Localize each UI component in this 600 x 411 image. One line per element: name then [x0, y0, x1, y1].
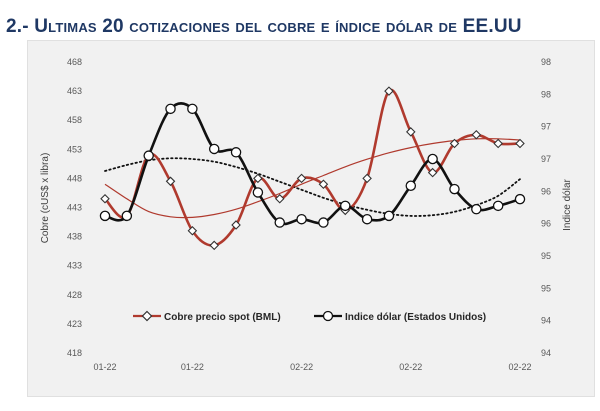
right-tick-label: 98	[541, 89, 551, 99]
right-tick-label: 95	[541, 283, 551, 293]
right-axis-title: Indice dólar	[562, 178, 573, 230]
dollar-point	[383, 210, 395, 222]
copper-point	[515, 138, 525, 149]
copper-point	[296, 173, 307, 184]
dollar-point	[99, 210, 111, 222]
dollar-point	[471, 203, 482, 215]
dollar-series-line	[104, 102, 521, 226]
left-tick-label: 438	[67, 232, 82, 242]
copper-point	[274, 193, 285, 204]
x-axis-ticks: 01-22 01-22 02-22 02-22 02-22	[93, 362, 531, 372]
legend-copper-label: Cobre precio spot (BML)	[164, 312, 281, 323]
right-tick-label: 94	[541, 316, 551, 326]
dollar-point	[121, 210, 133, 222]
copper-point	[253, 173, 263, 184]
dollar-point	[361, 213, 373, 225]
left-tick-label: 468	[67, 57, 82, 67]
right-tick-label: 98	[541, 57, 551, 67]
page-title: 2.- Ultimas 20 cotizaciones del cobre e …	[6, 16, 522, 37]
copper-point	[209, 240, 219, 251]
x-tick-label: 01-22	[181, 362, 204, 372]
legend-dollar-marker	[322, 310, 334, 322]
copper-point	[427, 167, 438, 178]
right-tick-label: 96	[541, 219, 551, 229]
dollar-point	[449, 183, 460, 195]
dollar-point	[492, 200, 504, 212]
left-tick-label: 423	[67, 319, 82, 329]
dollar-point	[208, 143, 220, 155]
copper-point	[231, 220, 241, 230]
dollar-point	[165, 103, 176, 115]
copper-point	[449, 138, 460, 149]
dollar-point	[427, 153, 438, 165]
legend-dollar-label: Indice dólar (Estados Unidos)	[345, 312, 486, 323]
series-lines	[99, 86, 526, 251]
dollar-point	[340, 200, 351, 212]
x-tick-label: 02-22	[508, 362, 531, 372]
right-axis-ticks: 98 98 97 97 96 96 95 95 94 94	[541, 57, 551, 358]
left-tick-label: 458	[67, 115, 82, 125]
left-axis-ticks: 468 463 458 453 448 443 438 433 428 423 418	[67, 57, 82, 358]
dollar-point	[296, 213, 307, 225]
dollar-trend	[104, 157, 521, 217]
dollar-point	[274, 217, 285, 228]
left-tick-label: 453	[67, 144, 82, 154]
legend: Cobre precio spot (BML) Indice dólar (Es…	[133, 310, 486, 323]
dollar-point	[143, 150, 154, 161]
copper-point	[384, 86, 394, 96]
left-tick-label: 448	[67, 173, 82, 183]
copper-point	[471, 129, 482, 140]
copper-point	[165, 176, 176, 187]
dollar-point	[318, 217, 329, 228]
left-tick-label: 463	[67, 86, 82, 96]
dollar-point	[514, 193, 526, 205]
copper-point	[493, 138, 503, 149]
x-tick-label: 01-22	[93, 362, 116, 372]
left-tick-label: 433	[67, 261, 82, 271]
left-axis-title: Cobre (cUS$ x libra)	[40, 153, 51, 244]
legend-copper-marker	[141, 310, 153, 322]
left-tick-label: 443	[67, 203, 82, 213]
copper-point	[406, 127, 416, 137]
dollar-point	[252, 187, 264, 198]
right-tick-label: 95	[541, 251, 551, 261]
left-tick-label: 418	[67, 348, 82, 358]
x-tick-label: 02-22	[290, 362, 313, 372]
x-tick-label: 02-22	[399, 362, 422, 372]
right-tick-label: 97	[541, 154, 551, 164]
left-tick-label: 428	[67, 290, 82, 300]
right-tick-label: 96	[541, 186, 551, 196]
right-tick-label: 94	[541, 348, 551, 358]
dollar-point	[405, 180, 417, 192]
copper-point	[187, 226, 198, 236]
dollar-point	[187, 103, 198, 115]
copper-point	[318, 179, 329, 189]
copper-point	[100, 193, 110, 204]
dollar-point	[230, 147, 242, 158]
right-tick-label: 97	[541, 122, 551, 132]
copper-point	[362, 173, 372, 184]
